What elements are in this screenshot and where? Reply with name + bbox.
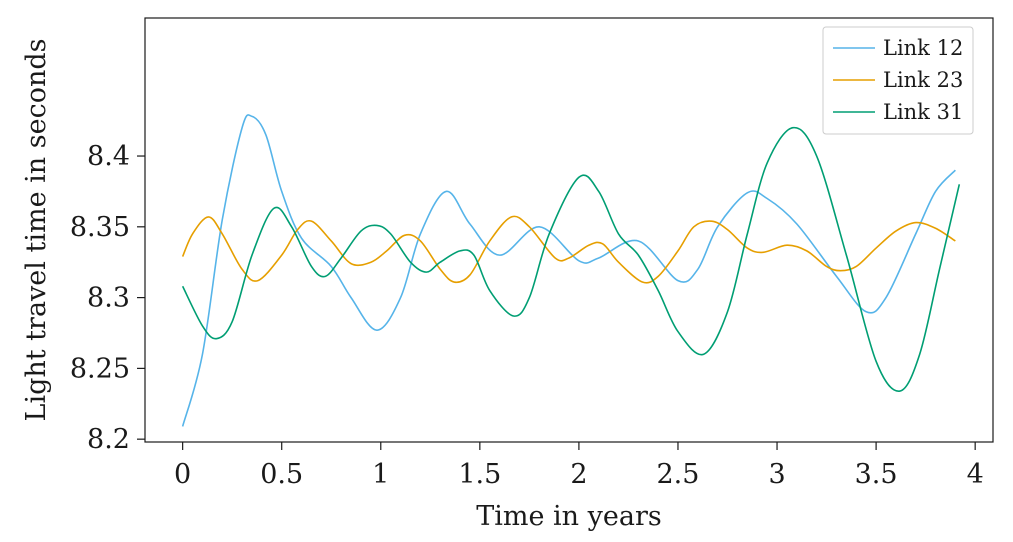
y-tick-label: 8.4 [87,141,130,172]
series-group [181,114,961,427]
x-tick-label: 4 [967,459,984,490]
x-tick-label: 0.5 [260,459,303,490]
legend-box [822,26,974,135]
x-axis-label: Time in years [476,501,662,532]
plot-frame [144,17,994,443]
x-axis: 0 0.5 1 1.5 2 2.5 3 3.5 4 [174,442,984,490]
legend-label-link-12: Link 12 [883,36,963,60]
y-tick-label: 8.35 [70,212,130,243]
x-tick-label: 1.5 [458,459,501,490]
y-axis-label: Light travel time in seconds [21,39,52,422]
legend: Link 12 Link 23 Link 31 [822,26,974,135]
x-tick-label: 2 [570,459,587,490]
legend-label-link-31: Link 31 [883,100,963,124]
x-tick-label: 2.5 [656,459,699,490]
y-tick-label: 8.3 [87,283,130,314]
y-axis: 8.2 8.25 8.3 8.35 8.4 [70,141,145,455]
y-tick-label: 8.2 [87,424,130,455]
y-tick-label: 8.25 [70,353,130,384]
series-line-link-31 [181,126,961,392]
x-tick-label: 3.5 [855,459,898,490]
x-tick-label: 3 [768,459,785,490]
series-line-link-23 [181,215,956,284]
x-tick-label: 0 [174,459,191,490]
legend-label-link-23: Link 23 [883,68,963,92]
x-tick-label: 1 [372,459,389,490]
